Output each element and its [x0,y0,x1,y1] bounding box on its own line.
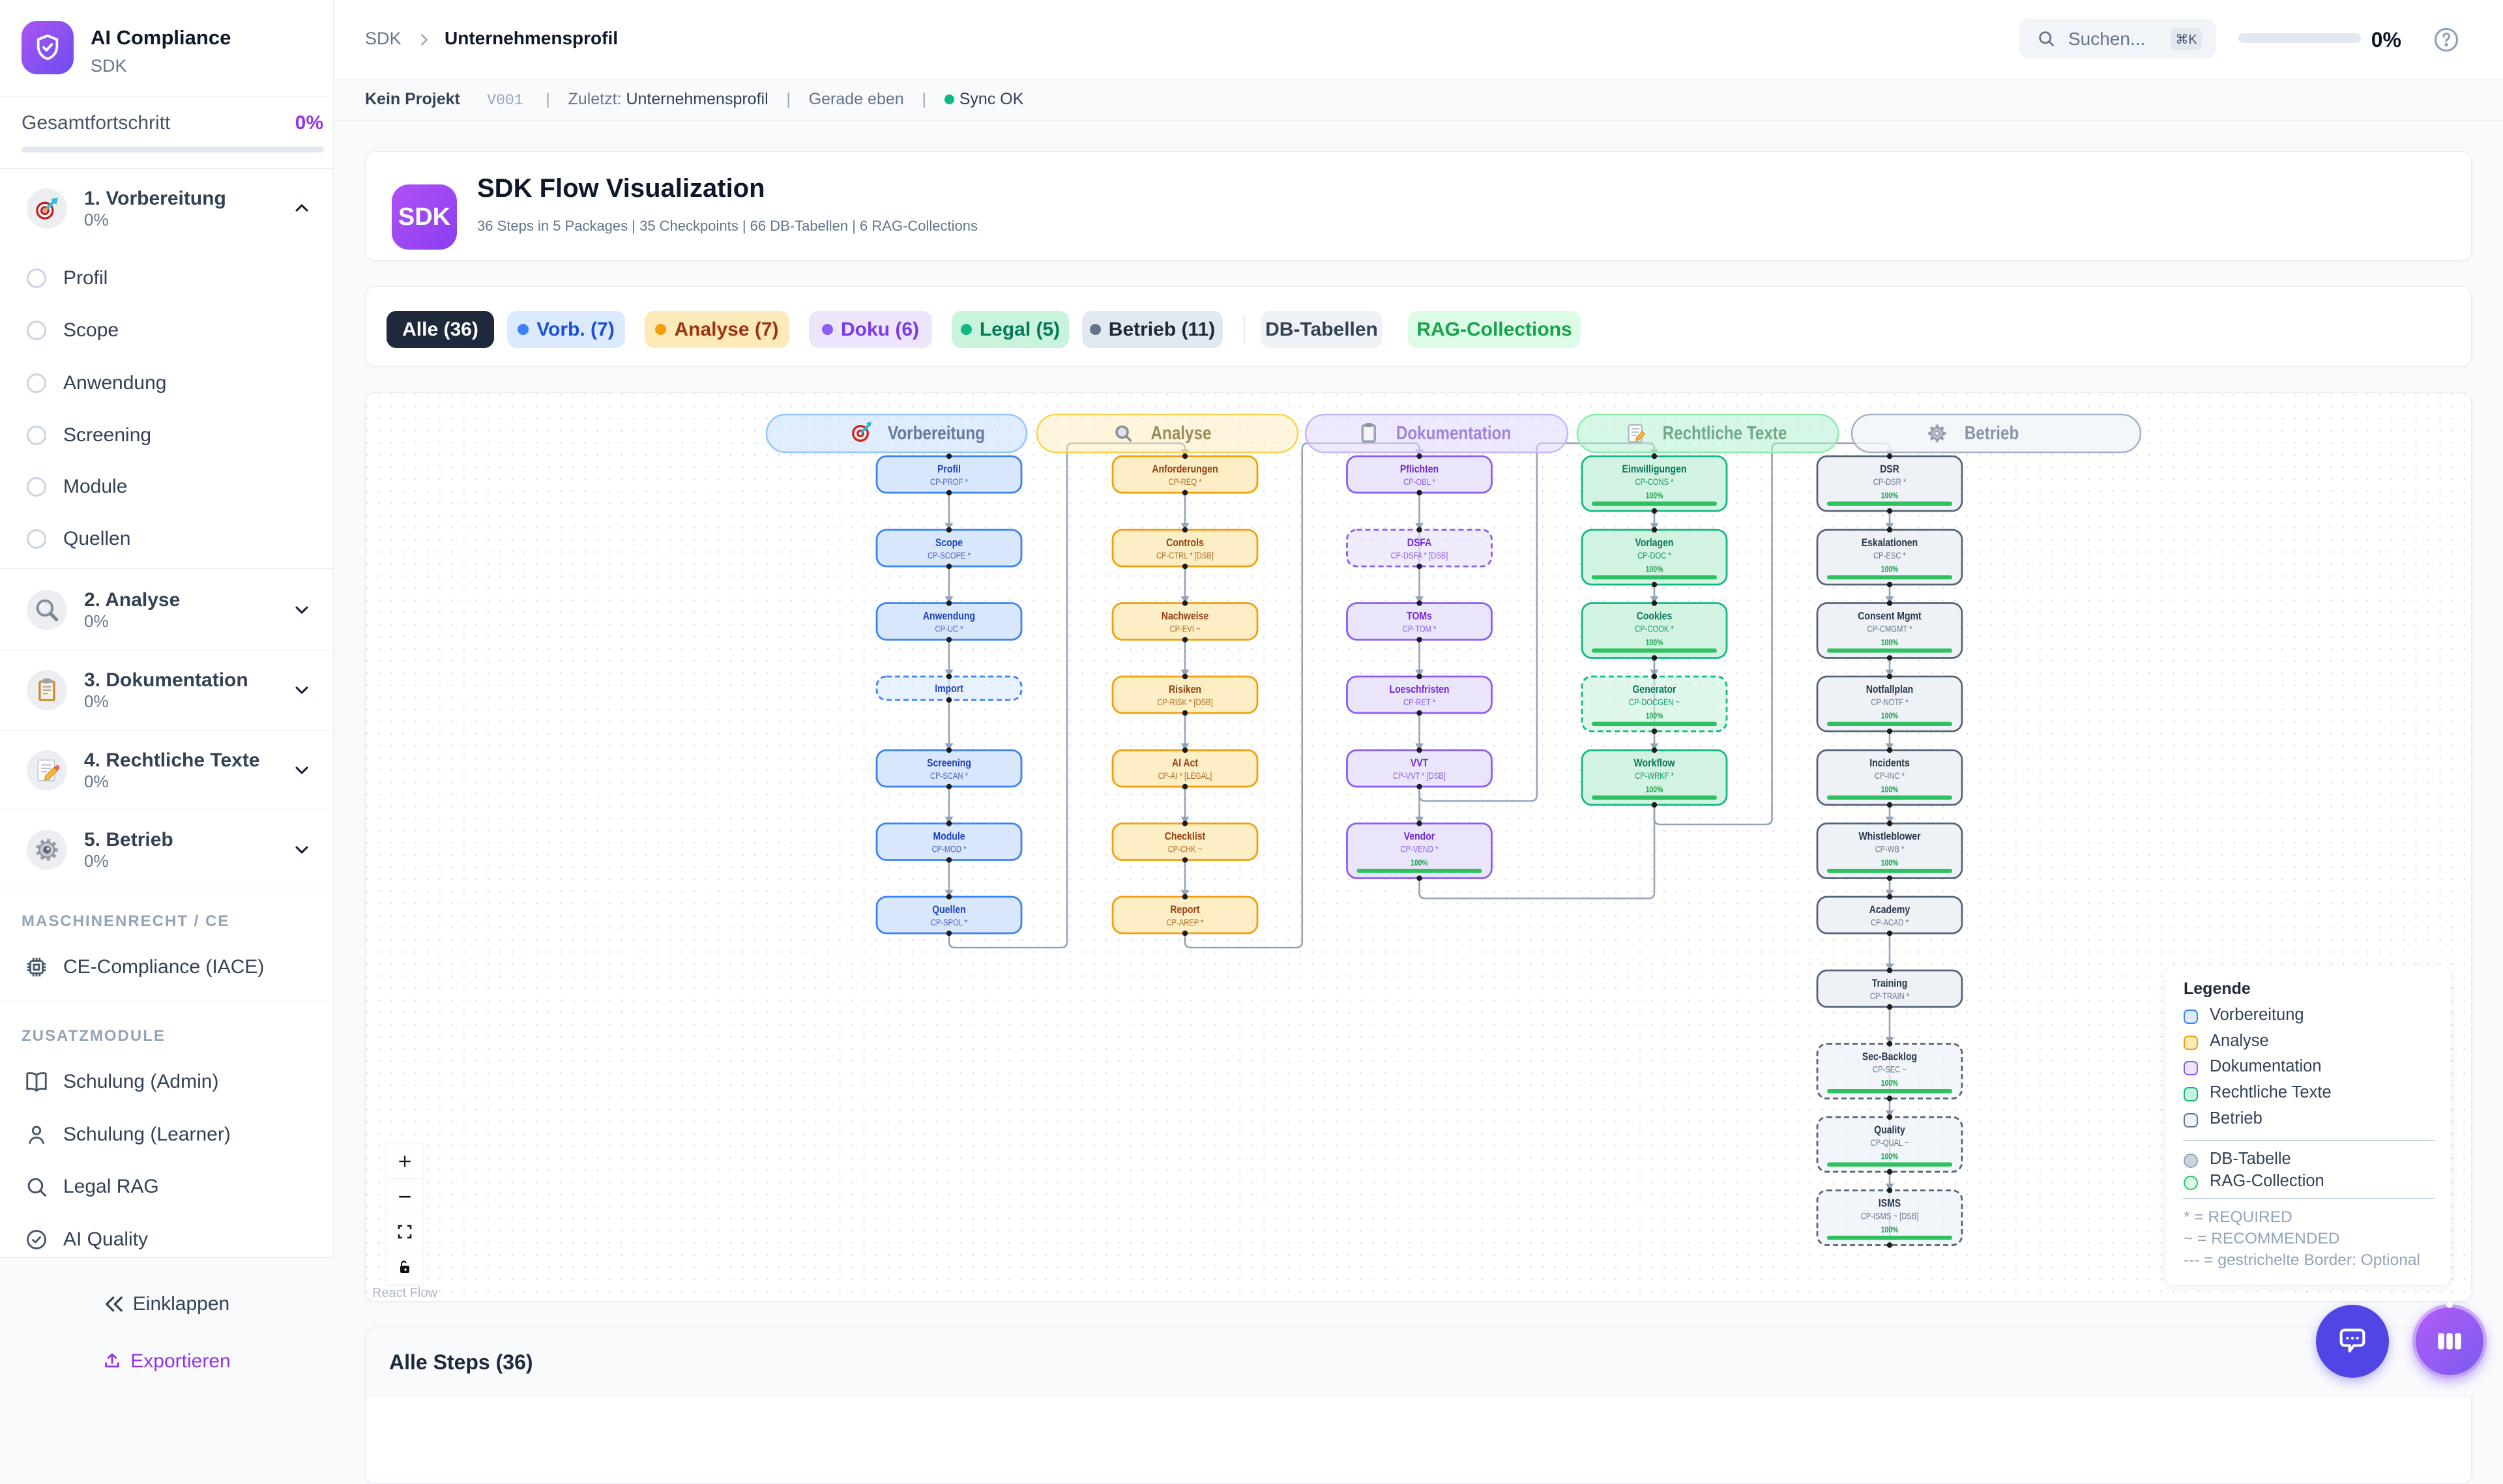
svg-text:CP-TOM *: CP-TOM * [1403,624,1437,634]
svg-text:TOMs: TOMs [1407,611,1432,622]
svg-text:100%: 100% [1646,564,1663,574]
svg-text:CP-RET *: CP-RET * [1403,697,1435,707]
svg-text:Risiken: Risiken [1169,684,1201,695]
svg-text:CP-DOCGEN ~: CP-DOCGEN ~ [1629,697,1680,707]
svg-text:Loeschfristen: Loeschfristen [1390,684,1450,695]
svg-text:Betrieb: Betrieb [1965,423,2019,444]
svg-text:CP-NOTF *: CP-NOTF * [1871,697,1909,707]
svg-text:CP-EVI ~: CP-EVI ~ [1170,624,1201,634]
svg-text:Screening: Screening [927,757,971,769]
svg-text:CP-OBL *: CP-OBL * [1403,476,1435,487]
svg-text:CP-SPOL *: CP-SPOL * [931,917,968,927]
svg-text:DSR: DSR [1880,463,1899,475]
svg-text:CP-ESC *: CP-ESC * [1873,550,1906,560]
svg-text:100%: 100% [1881,491,1899,501]
svg-text:Generator: Generator [1633,684,1676,695]
svg-text:CP-INC *: CP-INC * [1875,770,1905,781]
svg-text:Vendor: Vendor [1404,831,1435,843]
svg-text:ISMS: ISMS [1879,1198,1901,1210]
svg-text:100%: 100% [1881,711,1899,721]
svg-text:CP-UC *: CP-UC * [935,624,963,634]
svg-text:CP-PROF *: CP-PROF * [930,476,968,487]
svg-text:CP-SCOPE *: CP-SCOPE * [928,550,971,560]
svg-text:CP-RISK * [DSB]: CP-RISK * [DSB] [1157,697,1212,707]
svg-text:CP-AREP *: CP-AREP * [1166,917,1204,927]
svg-text:CP-WB *: CP-WB * [1875,844,1905,854]
svg-text:Anforderungen: Anforderungen [1152,463,1218,475]
svg-text:DSFA: DSFA [1407,537,1431,549]
svg-text:CP-DSFA * [DSB]: CP-DSFA * [DSB] [1391,550,1448,560]
svg-text:100%: 100% [1646,491,1663,501]
svg-text:CP-AI * [LEGAL]: CP-AI * [LEGAL] [1158,770,1212,781]
svg-text:100%: 100% [1646,637,1663,647]
svg-text:Sec-Backlog: Sec-Backlog [1862,1051,1917,1063]
svg-text:Analyse: Analyse [1151,423,1212,444]
svg-text:Report: Report [1170,904,1200,916]
svg-text:Import: Import [935,683,963,695]
svg-text:100%: 100% [1881,564,1899,574]
svg-text:Profil: Profil [937,463,961,475]
svg-text:CP-QUAL ~: CP-QUAL ~ [1871,1137,1909,1148]
svg-text:CP-MOD *: CP-MOD * [932,844,967,854]
svg-text:Pflichten: Pflichten [1400,463,1439,475]
svg-text:Einwilligungen: Einwilligungen [1622,463,1687,475]
svg-text:100%: 100% [1881,1152,1899,1161]
svg-text:Incidents: Incidents [1869,757,1910,769]
svg-text:CP-VEND *: CP-VEND * [1401,844,1439,854]
svg-text:CP-ACAD *: CP-ACAD * [1871,917,1909,927]
svg-text:Cookies: Cookies [1637,611,1673,622]
svg-text:Dokumentation: Dokumentation [1396,423,1511,444]
svg-text:VVT: VVT [1411,757,1428,769]
svg-text:Academy: Academy [1869,904,1910,916]
svg-text:CP-REQ *: CP-REQ * [1169,476,1202,487]
svg-text:Consent Mgmt: Consent Mgmt [1858,611,1922,622]
svg-text:CP-WRKF *: CP-WRKF * [1635,770,1674,781]
svg-text:CP-VVT * [DSB]: CP-VVT * [DSB] [1393,770,1446,781]
svg-text:CP-DSR *: CP-DSR * [1873,476,1907,487]
svg-text:CP-CTRL * [DSB]: CP-CTRL * [DSB] [1156,550,1214,560]
svg-text:Training: Training [1872,978,1908,989]
svg-text:CP-TRAIN *: CP-TRAIN * [1870,991,1910,1001]
svg-text:CP-ISMS ~ [DSB]: CP-ISMS ~ [DSB] [1861,1211,1919,1221]
svg-text:100%: 100% [1881,637,1899,647]
svg-text:100%: 100% [1881,785,1899,794]
svg-text:CP-CONS *: CP-CONS * [1635,476,1674,487]
svg-text:100%: 100% [1881,1225,1899,1234]
svg-text:100%: 100% [1881,858,1899,867]
svg-text:100%: 100% [1881,1078,1899,1088]
svg-text:CP-CMGMT *: CP-CMGMT * [1867,624,1912,634]
svg-text:Nachweise: Nachweise [1162,611,1209,622]
svg-text:CP-SEC ~: CP-SEC ~ [1873,1064,1907,1075]
svg-text:Whistleblower: Whistleblower [1858,831,1921,843]
svg-text:Eskalationen: Eskalationen [1862,537,1918,549]
svg-text:Notfallplan: Notfallplan [1866,684,1914,695]
svg-text:AI Act: AI Act [1172,757,1198,769]
svg-text:Scope: Scope [935,537,963,549]
svg-text:CP-SCAN *: CP-SCAN * [930,770,968,781]
svg-text:Module: Module [933,831,965,843]
svg-text:Rechtliche Texte: Rechtliche Texte [1663,423,1787,444]
svg-text:Vorbereitung: Vorbereitung [888,423,985,444]
svg-text:CP-CHK ~: CP-CHK ~ [1168,844,1203,854]
svg-text:Workflow: Workflow [1634,757,1675,769]
svg-text:Anwendung: Anwendung [923,611,975,622]
svg-text:Quality: Quality [1874,1124,1905,1136]
svg-text:100%: 100% [1646,785,1663,794]
svg-text:Vorlagen: Vorlagen [1635,537,1674,549]
svg-text:CP-COOK *: CP-COOK * [1635,624,1674,634]
svg-text:100%: 100% [1646,711,1663,721]
svg-text:CP-DOC *: CP-DOC * [1637,550,1671,560]
svg-text:Checklist: Checklist [1165,831,1206,843]
svg-text:Quellen: Quellen [932,904,965,916]
svg-text:100%: 100% [1411,858,1428,867]
svg-text:Controls: Controls [1166,537,1204,549]
